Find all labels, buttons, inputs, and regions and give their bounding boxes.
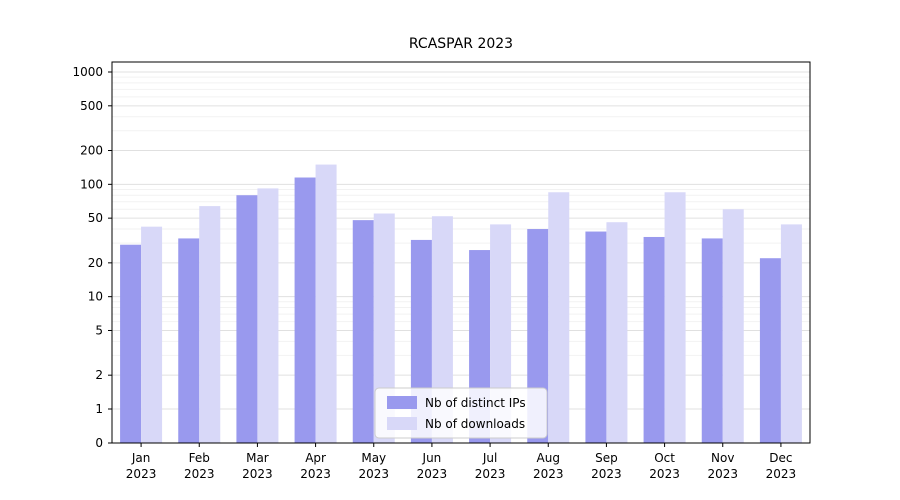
x-tick-label-year: 2023 — [533, 467, 564, 481]
x-tick-label-month: Apr — [305, 451, 326, 465]
x-tick-label-month: Aug — [537, 451, 560, 465]
bar-distinct-ips-oct — [643, 236, 665, 443]
x-tick-label-month: Sep — [595, 451, 618, 465]
x-tick-label-year: 2023 — [707, 467, 738, 481]
x-tick-label-month: Oct — [654, 451, 675, 465]
x-tick-label-year: 2023 — [184, 467, 215, 481]
x-tick-label-month: Feb — [189, 451, 210, 465]
y-tick-label: 1 — [95, 402, 103, 416]
y-tick-label: 10 — [88, 290, 103, 304]
plot-border — [111, 61, 811, 444]
bar-distinct-ips-jan — [120, 244, 142, 443]
x-tick-label-year: 2023 — [300, 467, 331, 481]
x-tick-label-month: Jan — [131, 451, 151, 465]
y-tick-label: 200 — [80, 144, 103, 158]
x-tick-label-year: 2023 — [126, 467, 157, 481]
bar-downloads-may — [373, 213, 395, 443]
bar-downloads-aug — [548, 192, 570, 443]
bar-downloads-mar — [257, 188, 279, 443]
x-tick-label-year: 2023 — [475, 467, 506, 481]
bar-distinct-ips-dec — [759, 258, 781, 443]
legend-swatch-distinct-ips — [387, 396, 417, 409]
legend-box — [374, 387, 548, 439]
bar-distinct-ips-feb — [178, 238, 200, 443]
bar-distinct-ips-apr — [294, 177, 316, 443]
y-tick-label: 20 — [88, 256, 103, 270]
bar-downloads-jan — [141, 226, 163, 443]
bar-distinct-ips-mar — [236, 195, 258, 443]
x-tick-label-year: 2023 — [766, 467, 797, 481]
bar-downloads-oct — [664, 192, 686, 443]
bar-downloads-feb — [199, 206, 221, 443]
y-tick-label: 2 — [95, 368, 103, 382]
bar-distinct-ips-may — [352, 220, 374, 443]
chart-title: RCASPAR 2023 — [408, 36, 514, 52]
bar-downloads-jun — [431, 216, 453, 443]
x-tick-label-month: Mar — [246, 451, 269, 465]
x-tick-label-month: May — [361, 451, 386, 465]
y-tick-label: 50 — [88, 211, 103, 225]
x-tick-label-year: 2023 — [649, 467, 680, 481]
x-tick-label-month: Jun — [422, 451, 442, 465]
y-tick-label: 500 — [80, 99, 103, 113]
bar-downloads-sep — [606, 222, 628, 443]
x-tick-label-month: Nov — [711, 451, 734, 465]
legend-label-downloads: Nb of downloads — [425, 417, 525, 431]
y-tick-label: 100 — [80, 177, 103, 191]
y-tick-label: 0 — [95, 436, 103, 450]
bar-downloads-apr — [315, 164, 337, 443]
x-tick-label-year: 2023 — [358, 467, 389, 481]
x-tick-label-year: 2023 — [417, 467, 448, 481]
legend-swatch-downloads — [387, 417, 417, 430]
y-tick-label: 1000 — [72, 65, 103, 79]
legend-label-distinct-ips: Nb of distinct IPs — [425, 396, 526, 410]
bar-distinct-ips-nov — [701, 238, 723, 443]
x-tick-label-month: Jul — [482, 451, 497, 465]
x-tick-label-year: 2023 — [591, 467, 622, 481]
x-tick-label-year: 2023 — [242, 467, 273, 481]
y-tick-label: 5 — [95, 323, 103, 337]
bar-downloads-dec — [780, 224, 802, 443]
x-tick-label-month: Dec — [769, 451, 792, 465]
bar-distinct-ips-sep — [585, 231, 607, 443]
bar-downloads-nov — [722, 209, 744, 443]
